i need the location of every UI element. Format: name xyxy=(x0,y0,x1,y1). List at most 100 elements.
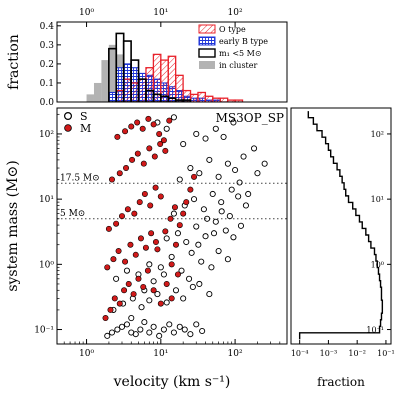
point-m xyxy=(129,156,136,163)
point-m xyxy=(146,145,153,152)
point-s xyxy=(172,287,180,294)
point-s xyxy=(150,278,157,285)
side-histogram-frame xyxy=(290,107,392,345)
point-m xyxy=(122,258,129,265)
point-s xyxy=(168,253,175,260)
y-tick-label: 10¹ xyxy=(39,195,54,205)
legend-marker-m xyxy=(64,124,72,132)
main-ylabel: system mass (M⊙) xyxy=(5,160,21,291)
point-m xyxy=(152,184,159,191)
legend-marker-s xyxy=(63,111,72,120)
point-s xyxy=(108,329,116,336)
point-m xyxy=(136,199,143,206)
top-histogram-frame xyxy=(56,21,288,103)
point-m xyxy=(168,261,175,268)
point-m xyxy=(111,295,118,302)
point-s xyxy=(163,235,170,242)
point-s xyxy=(210,230,218,237)
top-y-tick-label: 0.1 xyxy=(40,79,54,89)
point-s xyxy=(178,267,185,274)
point-m xyxy=(137,235,144,242)
point-m xyxy=(150,121,157,128)
side-histogram-step-line xyxy=(298,111,384,340)
x-tick-label: 10⁰ xyxy=(79,349,94,359)
point-s xyxy=(193,223,200,230)
x-tick-label: 10¹ xyxy=(153,349,168,359)
top-x-tick-label: 10⁰ xyxy=(79,8,94,18)
reference-line-label-17-5: 17.5 M⊙ xyxy=(60,173,100,183)
point-m xyxy=(102,315,109,322)
point-m xyxy=(116,300,123,307)
point-m xyxy=(171,204,178,211)
side-histogram-steps xyxy=(298,111,384,340)
point-m xyxy=(154,246,161,253)
point-s xyxy=(123,321,131,328)
point-s xyxy=(228,186,235,193)
point-s xyxy=(132,331,139,338)
legend-label-o-type: O type xyxy=(219,25,246,34)
point-s xyxy=(157,264,164,271)
point-m xyxy=(162,228,169,235)
point-m xyxy=(156,130,163,137)
side-y-tick-label: 10⁻¹ xyxy=(366,326,384,335)
point-s xyxy=(141,319,148,326)
reference-line-label-5: 5 M⊙ xyxy=(60,209,85,219)
point-s xyxy=(199,327,206,335)
histogram-bar-0 xyxy=(115,89,125,102)
point-s xyxy=(224,160,231,167)
main-scatter-panel: 10⁻¹ 10⁰ 10¹ 10² 10⁰ 10¹ 10² 17.5 M⊙ 5 M⊙ MS3… xyxy=(5,22,288,390)
main-y-ticks: 10⁻¹ 10⁰ 10¹ 10² xyxy=(34,113,62,336)
point-s xyxy=(128,315,135,322)
point-m xyxy=(127,241,134,248)
point-m xyxy=(135,275,142,282)
point-s xyxy=(202,233,209,240)
point-m xyxy=(116,170,123,177)
point-s xyxy=(208,264,215,271)
histogram-bar-0 xyxy=(130,82,140,102)
point-m xyxy=(157,141,164,148)
histogram-bar-0 xyxy=(123,78,132,102)
point-s xyxy=(170,114,177,121)
point-s xyxy=(146,297,153,304)
point-s xyxy=(215,173,222,180)
point-s xyxy=(196,280,203,288)
point-s xyxy=(218,199,225,206)
point-s xyxy=(206,291,213,298)
point-m xyxy=(167,215,174,222)
legend-label-early-b: early B type xyxy=(219,37,268,46)
point-s xyxy=(196,170,203,177)
histogram-bar-3 xyxy=(108,44,117,102)
top-histogram-bars xyxy=(86,32,244,102)
point-s xyxy=(245,190,252,198)
point-s xyxy=(113,275,120,282)
histogram-bar-0 xyxy=(219,97,229,102)
point-m xyxy=(140,160,147,167)
point-m xyxy=(148,230,155,237)
top-x-tick-label: 10¹ xyxy=(153,8,168,18)
point-s xyxy=(240,153,247,160)
point-s xyxy=(150,323,157,330)
point-s xyxy=(154,291,161,298)
point-s xyxy=(206,156,213,163)
point-m xyxy=(114,133,121,140)
y-tick-label: 10⁰ xyxy=(39,260,54,270)
top-x-tick-label: 10² xyxy=(228,8,243,18)
point-m xyxy=(191,173,198,180)
side-histogram-y-ticks: 10⁻¹ 10⁰ 10¹ 10² xyxy=(366,130,391,335)
point-m xyxy=(160,137,167,144)
point-s xyxy=(254,170,261,177)
point-m xyxy=(128,123,135,130)
point-m xyxy=(105,225,112,232)
top-y-tick-label: 0.2 xyxy=(40,60,54,70)
side-x-tick-label: 10⁻³ xyxy=(320,349,338,358)
top-y-tick-label: 0.4 xyxy=(40,22,55,32)
point-m xyxy=(183,199,190,206)
histogram-bar-0 xyxy=(204,95,214,102)
point-m xyxy=(157,193,164,200)
point-s xyxy=(212,218,219,225)
point-s xyxy=(156,332,163,339)
top-legend: O type early B type m₁ <5 M⊙ in cluster xyxy=(198,24,268,70)
point-s xyxy=(232,166,239,174)
point-s xyxy=(123,267,131,274)
point-m xyxy=(150,287,157,294)
